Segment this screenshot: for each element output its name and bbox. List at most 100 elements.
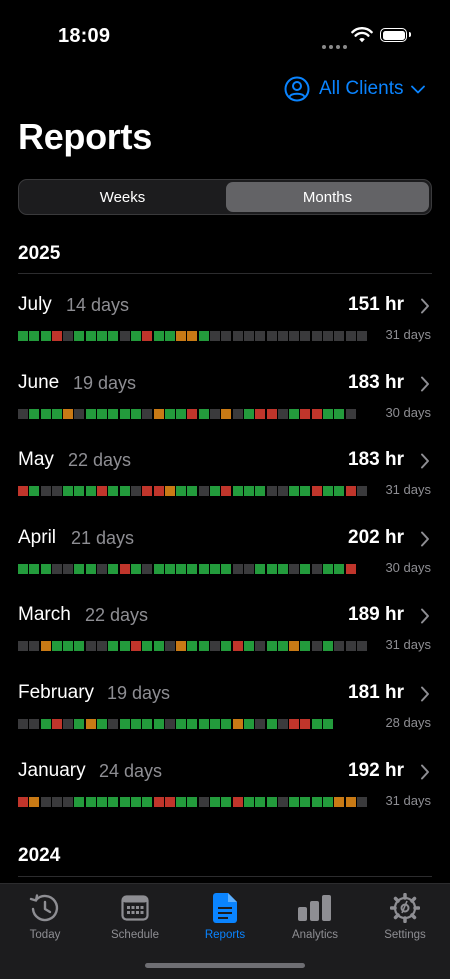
day-cell xyxy=(266,331,277,341)
tab-schedule[interactable]: Schedule xyxy=(90,892,180,941)
day-cell xyxy=(74,641,85,652)
tab-analytics[interactable]: Analytics xyxy=(270,892,360,941)
tab-settings[interactable]: Settings xyxy=(360,892,450,941)
month-hours: 202 hr xyxy=(348,526,404,548)
day-cell xyxy=(29,719,40,729)
day-cell xyxy=(255,331,266,341)
day-cell xyxy=(176,796,187,807)
month-name: July xyxy=(18,294,52,315)
person-circle-icon xyxy=(284,76,310,102)
day-cell xyxy=(153,719,164,729)
day-cell xyxy=(232,408,243,419)
day-cell xyxy=(176,719,187,729)
tab-today[interactable]: Today xyxy=(0,892,90,941)
day-cell xyxy=(176,486,187,497)
chevron-right-icon xyxy=(421,376,429,392)
month-worked-days: 22 days xyxy=(68,450,132,471)
day-cell xyxy=(40,796,51,807)
day-cell xyxy=(255,641,266,652)
day-cell xyxy=(40,641,51,652)
day-cell xyxy=(164,331,175,341)
month-row[interactable]: January 24 days 192 hr 31 days xyxy=(0,760,450,832)
month-name: March xyxy=(18,604,71,626)
day-cell xyxy=(153,408,164,419)
client-filter-label: All Clients xyxy=(319,78,404,99)
day-cell xyxy=(108,486,119,497)
day-cell xyxy=(187,408,198,419)
month-worked-days: 14 days xyxy=(66,295,130,315)
day-cell xyxy=(164,408,175,419)
day-cell xyxy=(74,408,85,419)
day-cell xyxy=(153,331,164,341)
month-name: January xyxy=(18,759,86,781)
day-cell xyxy=(289,331,300,341)
day-cell xyxy=(210,331,221,341)
day-cell xyxy=(97,408,108,419)
segment-weeks[interactable]: Weeks xyxy=(99,188,146,206)
day-cell xyxy=(300,408,311,419)
day-cell xyxy=(300,641,311,652)
day-cell xyxy=(153,563,164,574)
tab-reports[interactable]: Reports xyxy=(180,892,270,941)
day-cell xyxy=(198,719,209,729)
month-worked-days: 19 days xyxy=(107,683,171,703)
calendar-icon xyxy=(121,895,149,921)
day-cell xyxy=(323,408,334,419)
tab-label: Settings xyxy=(384,929,426,941)
month-row[interactable]: May 22 days 183 hr 31 days xyxy=(0,449,450,521)
day-cell xyxy=(142,408,153,419)
year-header-2025: 2025 xyxy=(18,243,61,264)
month-row[interactable]: February 19 days 181 hr 28 days xyxy=(0,682,450,754)
day-cell xyxy=(277,486,288,497)
day-cell xyxy=(311,331,322,341)
day-cell xyxy=(243,641,254,652)
day-cell xyxy=(85,331,96,341)
day-cell xyxy=(85,408,96,419)
month-total-days: 31 days xyxy=(385,637,431,653)
day-cell xyxy=(18,331,28,341)
day-cell xyxy=(153,796,164,807)
month-row[interactable]: July 14 days 151 hr 31 days xyxy=(0,294,450,366)
month-row[interactable]: March 22 days 189 hr 31 days xyxy=(0,604,450,676)
month-row[interactable]: June 19 days 183 hr 30 days xyxy=(0,372,450,444)
day-cell xyxy=(51,486,62,497)
day-cell xyxy=(323,331,334,341)
day-cell xyxy=(221,641,232,652)
day-cell xyxy=(119,408,130,419)
day-cell xyxy=(266,719,277,729)
day-cell xyxy=(119,796,130,807)
day-cell xyxy=(97,563,108,574)
tab-label: Reports xyxy=(204,929,246,941)
day-cell xyxy=(29,641,40,652)
day-cell xyxy=(334,641,345,652)
day-cell xyxy=(243,486,254,497)
day-cell xyxy=(187,796,198,807)
document-icon xyxy=(213,893,237,923)
day-cell xyxy=(243,563,254,574)
day-cell xyxy=(108,331,119,341)
day-activity-strip xyxy=(18,486,368,497)
day-cell xyxy=(74,719,85,729)
month-row[interactable]: April 21 days 202 hr 30 days xyxy=(0,527,450,599)
day-cell xyxy=(176,331,187,341)
day-cell xyxy=(289,486,300,497)
day-cell xyxy=(18,486,28,497)
day-cell xyxy=(130,486,141,497)
client-filter-button[interactable]: All Clients xyxy=(284,74,426,104)
day-cell xyxy=(74,486,85,497)
day-cell xyxy=(153,486,164,497)
period-segmented-control: Weeks Months xyxy=(18,179,432,215)
day-cell xyxy=(187,563,198,574)
gear-icon xyxy=(390,893,420,923)
day-cell xyxy=(198,641,209,652)
day-cell xyxy=(198,331,209,341)
day-cell xyxy=(210,641,221,652)
day-cell xyxy=(198,486,209,497)
month-worked-days: 22 days xyxy=(85,605,149,626)
segment-months[interactable]: Months xyxy=(226,182,429,212)
chevron-down-icon xyxy=(411,85,426,93)
chevron-right-icon xyxy=(421,686,429,702)
day-cell xyxy=(29,408,40,419)
day-cell xyxy=(40,719,51,729)
day-cell xyxy=(221,408,232,419)
